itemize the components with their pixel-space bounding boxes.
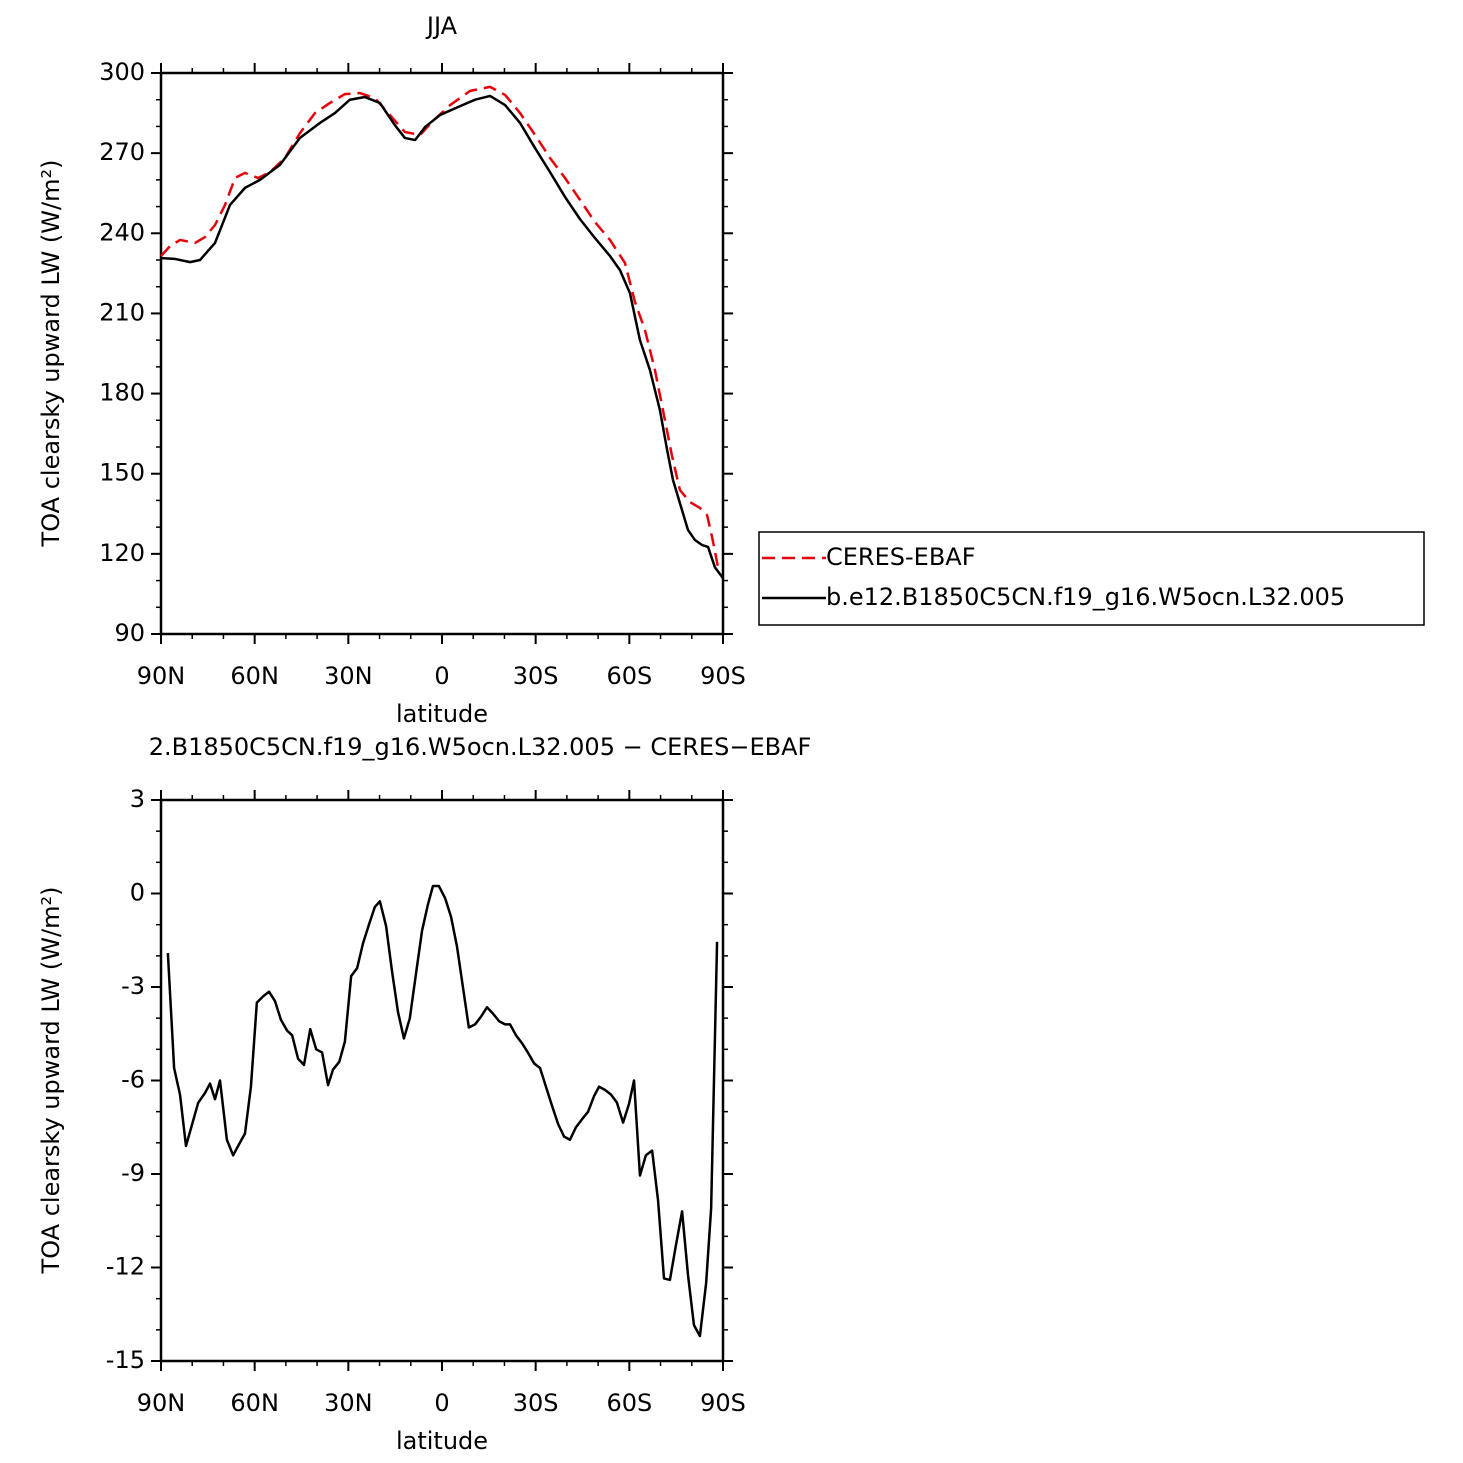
x-tick-label: 0 bbox=[434, 1389, 449, 1417]
x-tick-label: 90N bbox=[137, 1389, 186, 1417]
x-tick-label: 60N bbox=[230, 1389, 279, 1417]
legend-label: CERES-EBAF bbox=[826, 543, 976, 571]
data-line bbox=[160, 85, 721, 573]
y-tick-label: 210 bbox=[99, 298, 145, 326]
data-line bbox=[166, 884, 719, 1338]
y-tick-label: 90 bbox=[114, 619, 145, 647]
x-tick-label: 60N bbox=[230, 662, 279, 690]
y-tick-label: 180 bbox=[99, 379, 145, 407]
x-tick-label: 90N bbox=[137, 662, 186, 690]
x-tick-label: 90S bbox=[700, 662, 746, 690]
chart-title: 2.B1850C5CN.f19_g16.W5ocn.L32.005 − CERE… bbox=[149, 733, 812, 761]
x-tick-label: 60S bbox=[606, 662, 652, 690]
y-tick-label: 300 bbox=[99, 58, 145, 86]
legend-box bbox=[758, 531, 1425, 626]
y-axis-label: TOA clearsky upward LW (W/m²) bbox=[37, 160, 65, 548]
y-tick-label: -6 bbox=[121, 1066, 145, 1094]
x-tick-label: 90S bbox=[700, 1389, 746, 1417]
y-tick-label: -15 bbox=[106, 1346, 145, 1374]
x-tick-label: 30N bbox=[324, 1389, 373, 1417]
y-tick-label: 270 bbox=[99, 138, 145, 166]
x-tick-label: 0 bbox=[434, 662, 449, 690]
chart-title: JJA bbox=[425, 12, 458, 40]
y-axis-label: TOA clearsky upward LW (W/m²) bbox=[37, 887, 65, 1275]
y-tick-label: 0 bbox=[130, 879, 145, 907]
x-tick-label: 30S bbox=[513, 662, 559, 690]
y-tick-label: 3 bbox=[130, 785, 145, 813]
x-tick-label: 60S bbox=[606, 1389, 652, 1417]
x-tick-label: 30S bbox=[513, 1389, 559, 1417]
x-axis-label: latitude bbox=[396, 1427, 488, 1455]
x-axis-label: latitude bbox=[396, 700, 488, 728]
y-tick-label: -9 bbox=[121, 1159, 145, 1187]
data-line bbox=[160, 94, 725, 579]
plot-frame bbox=[159, 71, 725, 636]
x-tick-label: 30N bbox=[324, 662, 373, 690]
legend-label: b.e12.B1850C5CN.f19_g16.W5ocn.L32.005 bbox=[826, 583, 1345, 611]
y-tick-label: -12 bbox=[106, 1253, 145, 1281]
y-tick-label: 120 bbox=[99, 539, 145, 567]
y-tick-label: 150 bbox=[99, 459, 145, 487]
plot-frame bbox=[159, 798, 725, 1363]
y-tick-label: 240 bbox=[99, 218, 145, 246]
y-tick-label: -3 bbox=[121, 972, 145, 1000]
